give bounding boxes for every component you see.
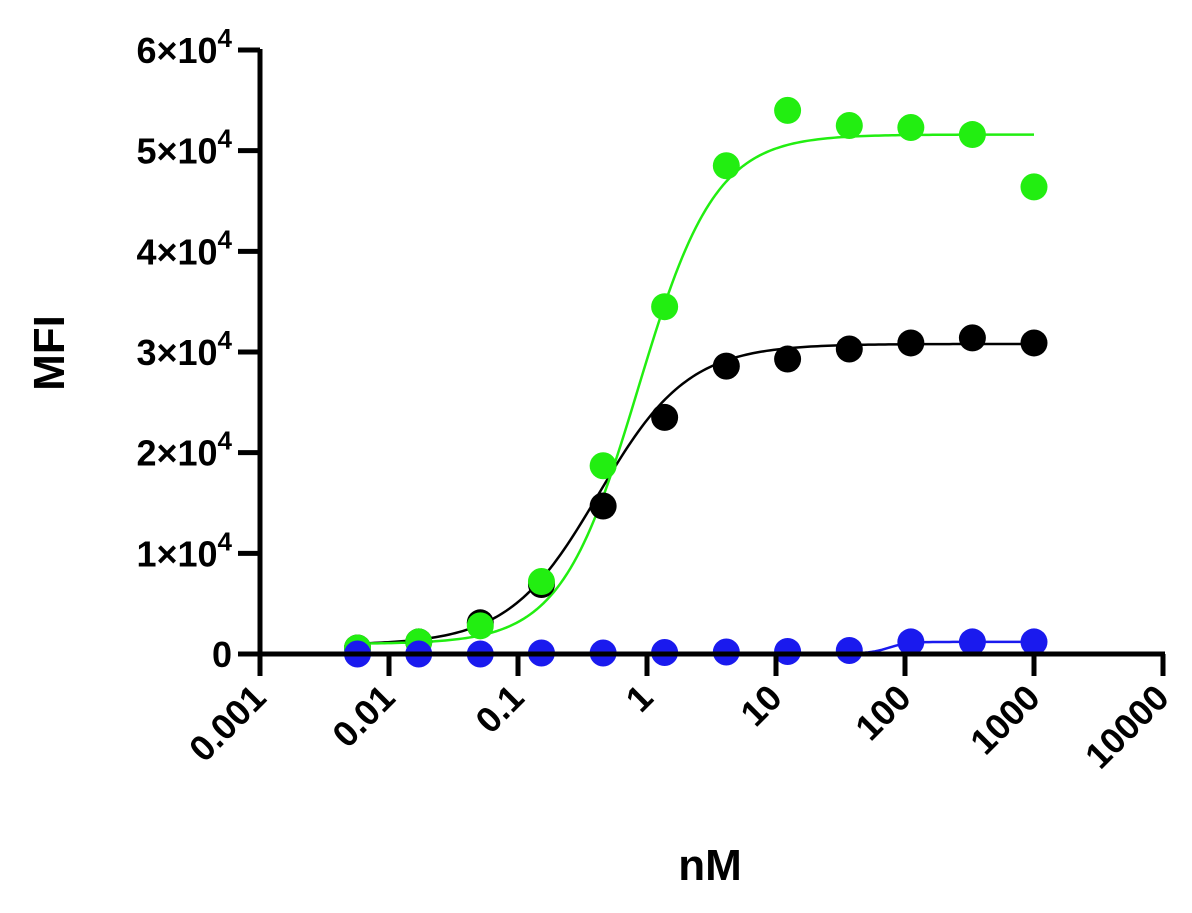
y-tick-label: 1×104: [136, 526, 232, 574]
y-tick-label: 6×104: [136, 23, 232, 71]
y-tick-exponent: 4: [218, 426, 233, 456]
y-tick-mantissa: 3×10: [136, 332, 217, 373]
y-tick-exponent: 4: [218, 526, 233, 556]
y-tick-mantissa: 5×10: [136, 131, 217, 172]
data-point-series-1: [1020, 329, 1048, 357]
data-point-series-1: [712, 352, 740, 380]
data-point-series-1: [897, 329, 925, 357]
y-tick-exponent: 4: [218, 124, 233, 154]
x-tick-label: 0.001: [181, 677, 274, 770]
x-tick-label: 1: [618, 677, 661, 720]
x-tick-label: 1000: [962, 677, 1048, 763]
data-point-series-2: [466, 612, 494, 640]
x-tick-label: 10000: [1077, 677, 1177, 777]
y-tick-mantissa: 2×10: [136, 433, 217, 474]
data-point-series-2: [712, 152, 740, 180]
x-tick-label: 100: [847, 677, 918, 748]
x-tick-label: 0.01: [324, 677, 403, 756]
fit-curve-series-1: [357, 342, 1035, 645]
data-point-series-1: [589, 492, 617, 520]
y-tick-exponent: 4: [218, 325, 233, 355]
y-tick-exponent: 4: [218, 224, 233, 254]
y-tick-label: 3×104: [136, 325, 232, 373]
data-point-series-3: [1020, 628, 1048, 656]
data-point-series-3: [897, 628, 925, 656]
data-point-series-2: [651, 293, 679, 321]
data-point-series-2: [527, 568, 555, 596]
y-tick-mantissa: 6×10: [136, 30, 217, 71]
data-point-series-2: [1020, 173, 1048, 201]
fit-curves: [357, 133, 1035, 655]
data-points: [344, 96, 1048, 668]
data-point-series-2: [774, 96, 802, 124]
y-tick-label: 2×104: [136, 426, 232, 474]
data-point-series-1: [774, 345, 802, 373]
data-point-series-2: [835, 112, 863, 139]
y-tick-label: 4×104: [136, 224, 232, 272]
y-axis-label: MFI: [25, 315, 74, 391]
data-point-series-3: [774, 637, 802, 665]
x-tick-label: 10: [732, 677, 789, 734]
data-point-series-1: [835, 335, 863, 363]
data-point-series-2: [897, 114, 925, 142]
data-point-series-2: [589, 452, 617, 480]
data-point-series-2: [958, 121, 986, 149]
x-tick-label: 0.1: [467, 677, 531, 741]
x-axis-label: nM: [678, 841, 742, 890]
y-tick-label: 0: [212, 634, 232, 675]
data-point-series-1: [958, 324, 986, 352]
data-point-series-3: [835, 636, 863, 664]
y-tick-mantissa: 4×10: [136, 231, 217, 272]
fit-curve-series-2: [357, 133, 1034, 645]
data-point-series-3: [958, 628, 986, 656]
y-tick-label: 5×104: [136, 124, 232, 172]
y-tick-mantissa: 1×10: [136, 533, 217, 574]
y-tick-exponent: 4: [218, 23, 233, 53]
data-point-series-1: [651, 403, 679, 431]
